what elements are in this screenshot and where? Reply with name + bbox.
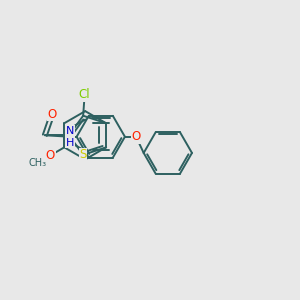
Text: O: O	[46, 149, 55, 162]
Text: CH₃: CH₃	[28, 158, 46, 168]
Text: Cl: Cl	[79, 88, 91, 101]
Text: O: O	[131, 130, 141, 143]
Text: O: O	[48, 108, 57, 121]
Text: S: S	[80, 148, 87, 161]
Text: N
H: N H	[66, 126, 74, 148]
